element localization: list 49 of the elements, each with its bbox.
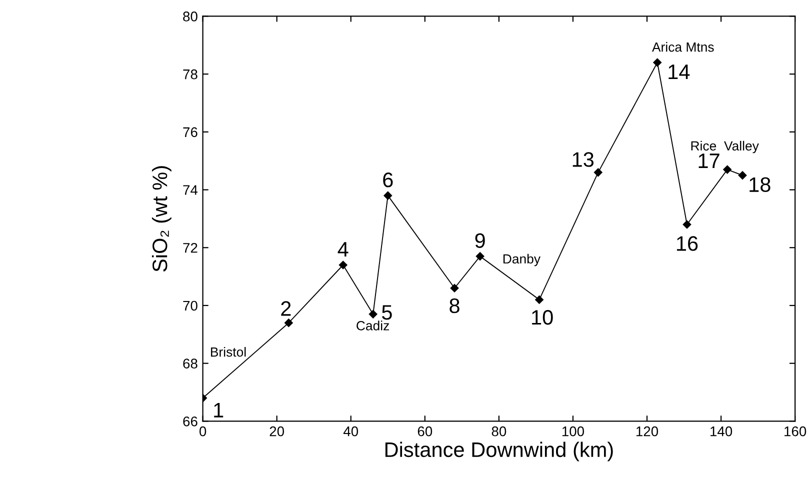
annotation: Rice Valley (691, 140, 759, 154)
point (653, 58, 662, 67)
annotation: 4 (338, 242, 348, 256)
point (476, 252, 484, 260)
annotation: Arica Mtns (652, 42, 714, 52)
x-tick-label: 140 (710, 426, 732, 436)
annotation: 13 (572, 152, 594, 167)
annotation: 17 (698, 154, 720, 168)
annotation: Bristol (211, 347, 246, 357)
point (284, 318, 293, 327)
y-tick-label: 74 (183, 185, 198, 195)
x-tick-label: 160 (784, 426, 806, 436)
annotation: 8 (450, 298, 460, 314)
x-tick-label: 120 (636, 426, 658, 436)
annotation: Cadiz (356, 320, 389, 330)
annotation: 16 (676, 236, 698, 251)
point (682, 220, 692, 229)
point (368, 310, 378, 318)
x-tick-label: 80 (492, 426, 506, 436)
annotation: 10 (532, 310, 553, 325)
point (338, 260, 348, 270)
y-tick-label: 70 (183, 300, 198, 311)
x-tick-label: 60 (418, 426, 432, 436)
point (384, 191, 392, 200)
y-tick-label: 76 (183, 127, 198, 138)
y-axis-title: SiO₂ (wt %) (152, 166, 172, 272)
point (738, 171, 747, 180)
x-tick-label: 0 (199, 426, 206, 436)
y-tick-label: 72 (183, 242, 198, 253)
y-tick-label: 80 (183, 12, 198, 22)
x-tick-label: 40 (343, 426, 358, 436)
point (450, 284, 459, 292)
y-tick-label: 78 (183, 69, 198, 80)
point (535, 296, 544, 304)
y-tick-label: 68 (183, 358, 198, 369)
x-axis-title: Distance Downwind (km) (385, 442, 613, 462)
annotation: 18 (750, 177, 770, 192)
annotation: 2 (281, 301, 291, 316)
annotation: Danby (503, 254, 540, 266)
annotation: 5 (382, 305, 392, 320)
point (594, 168, 602, 177)
x-tick-label: 100 (562, 426, 584, 436)
annotation: 9 (475, 233, 485, 248)
annotation: 1 (214, 402, 224, 418)
annotation: 14 (668, 64, 690, 79)
point (723, 165, 732, 174)
y-tick-label: 66 (183, 416, 198, 426)
x-tick-label: 20 (270, 426, 284, 436)
annotation: 6 (383, 172, 393, 188)
